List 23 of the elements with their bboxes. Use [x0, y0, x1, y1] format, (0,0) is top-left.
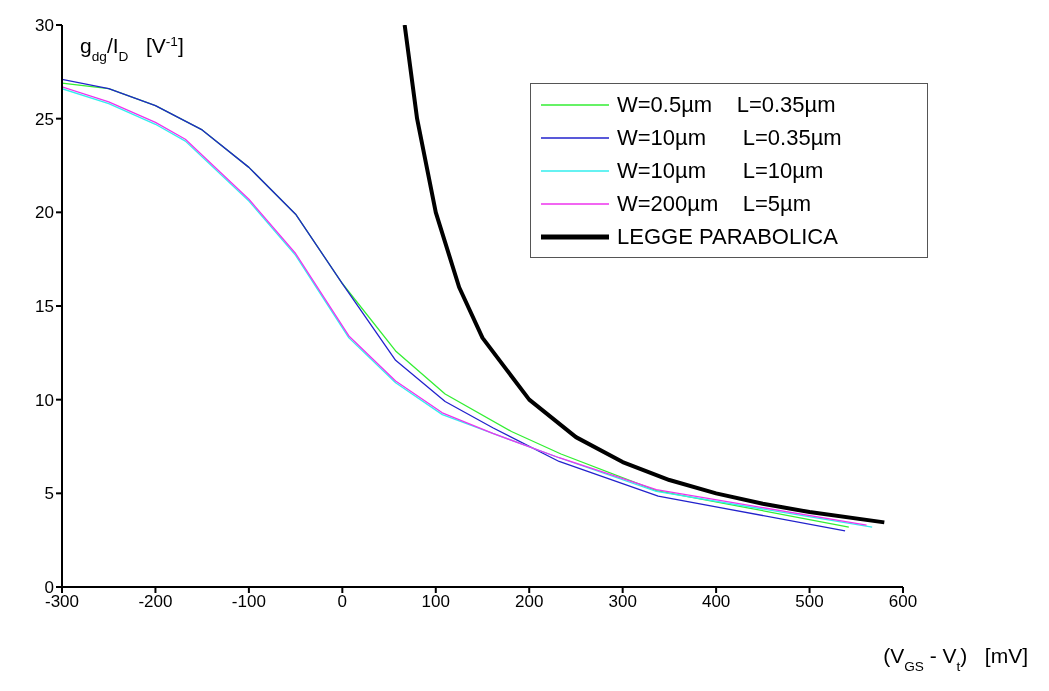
- x-tick-label: 600: [888, 592, 918, 612]
- x-axis-title: (V$_{GS}$ - V$_{t}$) [mV]: [883, 644, 1028, 674]
- legend-label: W=0.5µm L=0.35µm: [617, 91, 836, 118]
- y-tick-label: 30: [35, 16, 54, 36]
- x-tick-label: 400: [701, 592, 731, 612]
- x-tick-label: 100: [421, 592, 450, 612]
- x-tick-label: -200: [138, 592, 173, 612]
- y-tick-label: 10: [35, 390, 54, 410]
- x-tick-label: -100: [231, 592, 266, 612]
- x-tick-label: 0: [337, 592, 348, 612]
- x-tick-label: 200: [515, 592, 544, 612]
- y-tick-label: 20: [35, 203, 54, 223]
- y-tick-label: 15: [35, 297, 54, 317]
- text: g$_{dg}$/I$_{D}$ [V$^{-1}$]: [80, 33, 184, 64]
- legend-label: W=10µm L=10µm: [617, 157, 824, 184]
- line-series: [402, 25, 887, 525]
- legend-label: W=200µm L=5µm: [617, 190, 812, 217]
- y-tick-label: 25: [35, 109, 54, 129]
- y-tick-label: 5: [44, 484, 54, 504]
- x-tick-label: 500: [795, 592, 824, 612]
- legend-label: W=10µm L=0.35µm: [617, 124, 842, 151]
- legend-label: LEGGE PARABOLICA: [617, 223, 838, 250]
- x-tick-label: 300: [608, 592, 637, 612]
